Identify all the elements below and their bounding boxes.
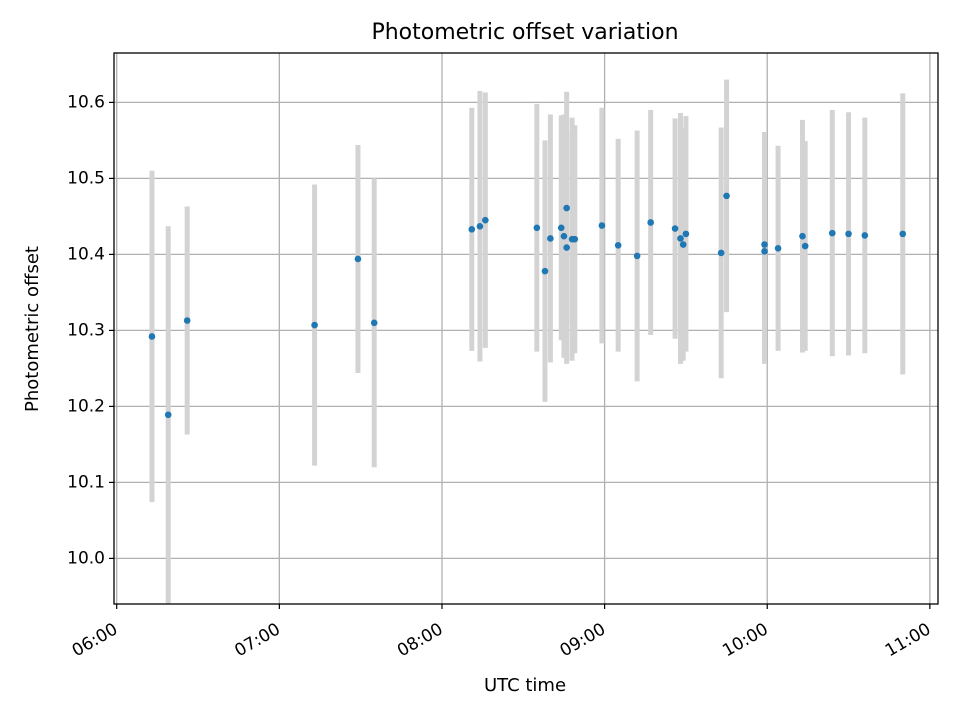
data-point <box>563 204 570 212</box>
data-point <box>533 224 541 232</box>
data-point <box>899 230 907 238</box>
data-point <box>370 319 378 327</box>
data-point <box>571 235 579 243</box>
error-bars <box>149 79 906 604</box>
data-point <box>633 252 641 260</box>
data-point <box>468 226 476 233</box>
data-point <box>761 248 768 255</box>
data-point <box>557 224 565 232</box>
y-tick-label: 10.3 <box>67 320 105 340</box>
data-point <box>476 222 484 230</box>
data-point <box>560 232 568 240</box>
x-tick-label: 07:00 <box>231 619 283 661</box>
chart-title: Photometric offset variation <box>371 20 678 45</box>
data-point <box>164 411 172 419</box>
data-point <box>482 216 489 224</box>
plot-frame <box>113 52 939 605</box>
data-point <box>598 222 606 229</box>
x-tick-label: 08:00 <box>394 619 446 661</box>
data-point <box>717 249 725 257</box>
data-point <box>183 317 191 324</box>
y-axis: 10.0 10.1 10.2 10.3 10.4 10.5 10.6 <box>67 92 114 568</box>
grid <box>114 53 938 604</box>
y-tick-label: 10.2 <box>67 396 105 416</box>
y-tick-label: 10.6 <box>67 92 105 112</box>
data-point <box>677 235 684 242</box>
data-point <box>761 241 768 248</box>
data-point <box>682 230 690 238</box>
x-tick-label: 10:00 <box>719 619 771 661</box>
data-point <box>828 229 836 237</box>
data-point <box>354 255 362 263</box>
y-tick-label: 10.4 <box>67 244 105 264</box>
x-tick-label: 06:00 <box>69 619 121 661</box>
data-points <box>148 192 907 419</box>
data-point <box>861 232 869 239</box>
data-point <box>148 333 156 340</box>
data-point <box>547 235 554 242</box>
data-point <box>799 232 806 240</box>
x-tick-label: 11:00 <box>882 619 934 661</box>
x-axis-label: UTC time <box>484 675 566 696</box>
y-tick-label: 10.0 <box>67 548 105 568</box>
y-tick-label: 10.1 <box>67 472 105 492</box>
data-point <box>614 241 622 249</box>
x-axis: 06:00 07:00 08:00 09:00 10:00 11:00 <box>69 604 934 661</box>
data-point <box>647 219 654 226</box>
data-point <box>774 245 782 252</box>
data-point <box>311 321 318 329</box>
data-point <box>671 225 679 232</box>
data-point <box>563 244 570 251</box>
data-point <box>845 230 852 238</box>
y-axis-label: Photometric offset <box>22 246 43 412</box>
data-point <box>801 242 809 250</box>
data-point <box>541 267 549 275</box>
x-tick-label: 09:00 <box>557 619 609 661</box>
data-point <box>679 241 687 248</box>
y-tick-label: 10.5 <box>67 168 105 188</box>
data-point <box>723 192 730 200</box>
